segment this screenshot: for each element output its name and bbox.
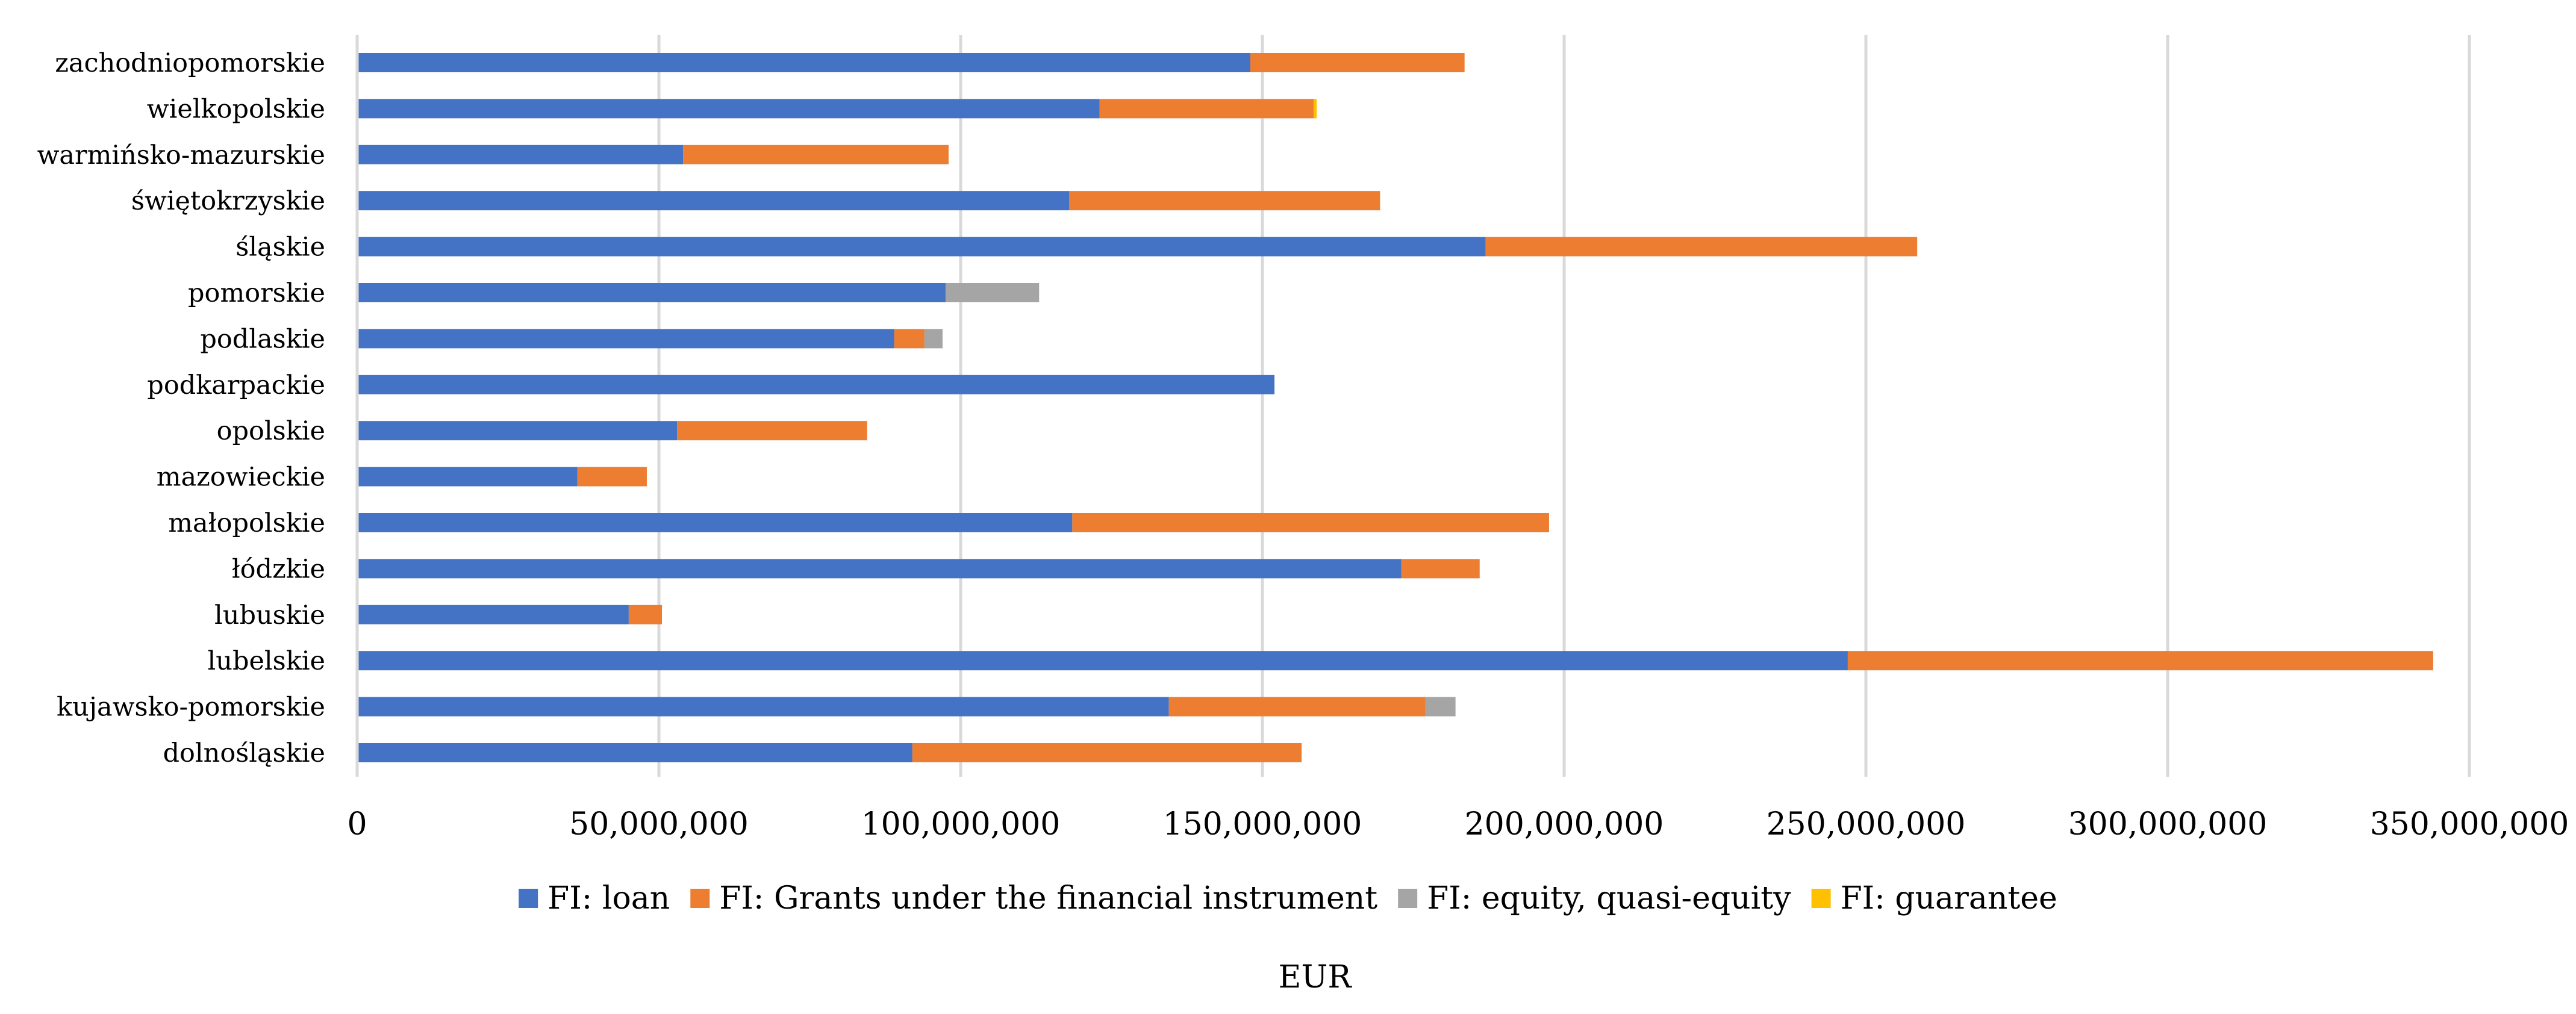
x-tick-label: 250,000,000 [1767,806,1966,842]
category-label: świętokrzyskie [131,186,325,216]
x-axis-title: EUR [1279,959,1353,995]
bar-fi-grants-under-the-financial-instrument-wielkopolskie [1099,99,1314,119]
bar-fi-loan-mazowieckie [357,467,578,487]
category-label: warmińsko-mazurskie [37,140,325,170]
gridlines [657,35,2471,777]
category-label: dolnośląskie [163,738,325,768]
x-tick-label: 300,000,000 [2068,806,2268,842]
category-label: opolskie [217,416,325,446]
bar-fi-loan-opolskie [357,421,678,441]
legend-label: FI: loan [547,880,670,916]
x-tick-label: 150,000,000 [1163,806,1362,842]
bar-fi-grants-under-the-financial-instrument-zachodniopomorskie [1250,53,1465,72]
bar-fi-grants-under-the-financial-instrument-łódzkie [1401,559,1480,579]
legend-label: FI: guarantee [1841,880,2057,916]
legend: FI: loan FI: Grants under the financial i… [519,880,2057,916]
category-label: kujawsko-pomorskie [57,692,325,723]
category-labels: zachodniopomorskie wielkopolskie warmińsko… [37,48,325,768]
category-label: lubelskie [208,646,326,676]
category-label: łódzkie [232,554,325,584]
bar-fi-equity-quasi-equity-pomorskie [945,283,1040,302]
x-tick-label: 50,000,000 [569,806,749,842]
bar-fi-loan-dolnośląskie [357,743,912,762]
legend-label: FI: Grants under the financial instrumen… [719,880,1377,916]
bar-fi-loan-podlaskie [357,329,894,349]
bar-fi-loan-śląskie [357,237,1486,257]
bar-fi-guarantee-wielkopolskie [1314,99,1317,119]
bar-fi-grants-under-the-financial-instrument-kujawsko-pomorskie [1168,697,1426,717]
bar-fi-grants-under-the-financial-instrument-świętokrzyskie [1069,191,1380,211]
legend-swatch [1398,889,1418,908]
x-tick-label: 0 [347,806,367,842]
x-tick-label: 200,000,000 [1465,806,1664,842]
category-label: lubuskie [214,600,325,630]
x-tick-labels: 0 50,000,000 100,000,000 150,000,000 200,000… [347,806,2569,842]
bar-fi-grants-under-the-financial-instrument-mazowieckie [577,467,647,487]
x-tick-label: 100,000,000 [861,806,1061,842]
bar-fi-grants-under-the-financial-instrument-śląskie [1485,237,1918,257]
bar-fi-loan-zachodniopomorskie [357,53,1250,72]
bar-fi-loan-lubuskie [357,605,629,624]
legend-swatch [690,889,710,908]
bar-fi-equity-quasi-equity-kujawsko-pomorskie [1425,697,1456,717]
bar-fi-loan-kujawsko-pomorskie [357,697,1169,717]
bar-fi-grants-under-the-financial-instrument-warmińsko-mazurskie [683,145,949,164]
legend-swatch [1811,889,1831,908]
x-tick-label: 350,000,000 [2370,806,2569,842]
bars [357,53,2433,762]
bar-fi-equity-quasi-equity-podlaskie [924,329,943,349]
bar-fi-grants-under-the-financial-instrument-lubuskie [628,605,663,624]
bar-fi-loan-pomorskie [357,283,946,302]
category-label: śląskie [235,232,325,263]
category-label: podlaskie [200,324,325,354]
bar-fi-grants-under-the-financial-instrument-lubelskie [1847,651,2433,671]
category-label: małopolskie [168,508,325,538]
category-label: podkarpackie [147,370,325,400]
category-label: pomorskie [188,278,325,308]
bar-fi-grants-under-the-financial-instrument-podlaskie [894,329,925,349]
legend-label: FI: equity, quasi-equity [1427,880,1791,916]
bar-fi-grants-under-the-financial-instrument-małopolskie [1072,513,1549,532]
bar-fi-loan-lubelskie [357,651,1848,671]
bar-fi-grants-under-the-financial-instrument-dolnośląskie [912,743,1302,762]
bar-fi-loan-warmińsko-mazurskie [357,145,684,164]
category-label: zachodniopomorskie [55,48,325,78]
category-label: wielkopolskie [147,94,325,124]
bar-fi-loan-podkarpackie [357,375,1275,394]
bar-fi-loan-świętokrzyskie [357,191,1070,211]
legend-swatch [519,889,538,908]
bar-fi-loan-wielkopolskie [357,99,1100,119]
category-label: mazowieckie [157,462,325,493]
bar-fi-loan-małopolskie [357,513,1073,532]
bar-fi-loan-łódzkie [357,559,1402,579]
bar-fi-grants-under-the-financial-instrument-opolskie [677,421,867,441]
